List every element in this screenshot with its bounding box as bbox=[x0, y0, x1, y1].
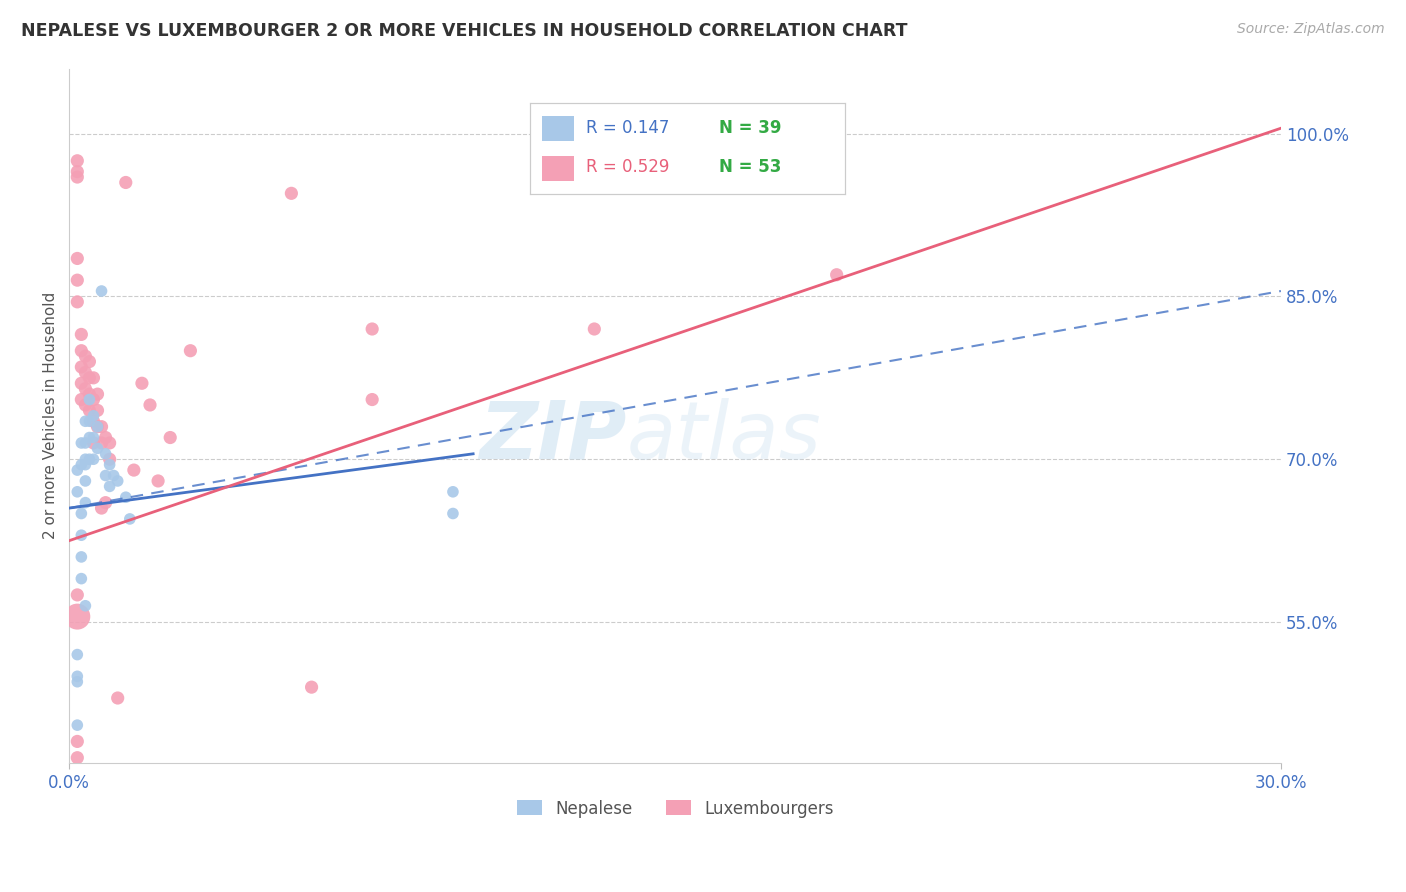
Point bbox=[82, 392, 104, 407]
Point bbox=[86, 387, 108, 401]
Point bbox=[70, 376, 93, 391]
Point bbox=[82, 452, 104, 467]
Text: Source: ZipAtlas.com: Source: ZipAtlas.com bbox=[1237, 22, 1385, 37]
Point bbox=[75, 414, 97, 428]
Point bbox=[86, 403, 108, 417]
Point bbox=[66, 252, 89, 266]
Point bbox=[70, 359, 93, 374]
Point bbox=[66, 153, 89, 168]
Point bbox=[131, 376, 153, 391]
Point bbox=[86, 442, 108, 456]
Point bbox=[114, 490, 136, 504]
Point bbox=[90, 436, 112, 450]
Point bbox=[66, 484, 89, 499]
Point bbox=[70, 343, 93, 358]
Point bbox=[70, 458, 93, 472]
Point bbox=[75, 382, 97, 396]
Point bbox=[98, 479, 121, 493]
Text: ZIP: ZIP bbox=[479, 398, 627, 475]
Point bbox=[583, 322, 606, 336]
Point bbox=[66, 609, 89, 624]
Point bbox=[66, 273, 89, 287]
Point bbox=[75, 398, 97, 412]
Point bbox=[82, 436, 104, 450]
Point bbox=[82, 431, 104, 445]
Point bbox=[94, 496, 117, 510]
Point bbox=[86, 419, 108, 434]
Point bbox=[82, 371, 104, 385]
Point bbox=[70, 327, 93, 342]
Point bbox=[103, 468, 125, 483]
Point bbox=[139, 398, 162, 412]
Point bbox=[98, 452, 121, 467]
Point bbox=[94, 447, 117, 461]
Text: NEPALESE VS LUXEMBOURGER 2 OR MORE VEHICLES IN HOUSEHOLD CORRELATION CHART: NEPALESE VS LUXEMBOURGER 2 OR MORE VEHIC… bbox=[21, 22, 908, 40]
Point bbox=[66, 750, 89, 764]
Point bbox=[301, 680, 323, 694]
Point bbox=[66, 648, 89, 662]
Point bbox=[107, 691, 129, 706]
Point bbox=[118, 512, 141, 526]
Point bbox=[79, 354, 101, 368]
Text: atlas: atlas bbox=[627, 398, 821, 475]
Point bbox=[441, 507, 464, 521]
Y-axis label: 2 or more Vehicles in Household: 2 or more Vehicles in Household bbox=[44, 293, 58, 540]
Point bbox=[66, 669, 89, 683]
Point bbox=[94, 431, 117, 445]
Point bbox=[66, 169, 89, 184]
Point bbox=[98, 436, 121, 450]
Point bbox=[79, 387, 101, 401]
Point bbox=[75, 349, 97, 363]
Point bbox=[66, 588, 89, 602]
Point bbox=[66, 794, 89, 808]
Point bbox=[70, 392, 93, 407]
Point bbox=[66, 718, 89, 732]
Point bbox=[79, 403, 101, 417]
Point bbox=[122, 463, 145, 477]
Point bbox=[75, 474, 97, 488]
Point bbox=[75, 436, 97, 450]
Point bbox=[70, 507, 93, 521]
Point bbox=[179, 343, 201, 358]
Point bbox=[98, 458, 121, 472]
Point bbox=[66, 463, 89, 477]
Point bbox=[75, 599, 97, 613]
Point bbox=[94, 468, 117, 483]
Point bbox=[441, 484, 464, 499]
Point bbox=[90, 419, 112, 434]
Point bbox=[90, 284, 112, 298]
Point bbox=[75, 458, 97, 472]
Point bbox=[82, 414, 104, 428]
Point bbox=[66, 734, 89, 748]
Point bbox=[82, 409, 104, 423]
Point bbox=[66, 294, 89, 309]
Point bbox=[79, 414, 101, 428]
Point bbox=[86, 419, 108, 434]
Point bbox=[75, 452, 97, 467]
Point bbox=[79, 392, 101, 407]
Point bbox=[114, 176, 136, 190]
Point bbox=[159, 431, 181, 445]
Point bbox=[70, 528, 93, 542]
Point bbox=[66, 164, 89, 178]
Point bbox=[79, 371, 101, 385]
Point bbox=[583, 127, 606, 141]
Point bbox=[90, 501, 112, 516]
Point bbox=[79, 431, 101, 445]
Point bbox=[146, 474, 169, 488]
Point bbox=[280, 186, 302, 201]
Point bbox=[107, 474, 129, 488]
Point bbox=[66, 674, 89, 689]
Point bbox=[70, 572, 93, 586]
Point bbox=[361, 392, 384, 407]
Legend: Nepalese, Luxembourgers: Nepalese, Luxembourgers bbox=[510, 793, 841, 824]
Point bbox=[70, 549, 93, 564]
Point bbox=[825, 268, 848, 282]
Point bbox=[70, 436, 93, 450]
Point bbox=[75, 496, 97, 510]
Point bbox=[79, 452, 101, 467]
Point bbox=[75, 366, 97, 380]
Point bbox=[361, 322, 384, 336]
